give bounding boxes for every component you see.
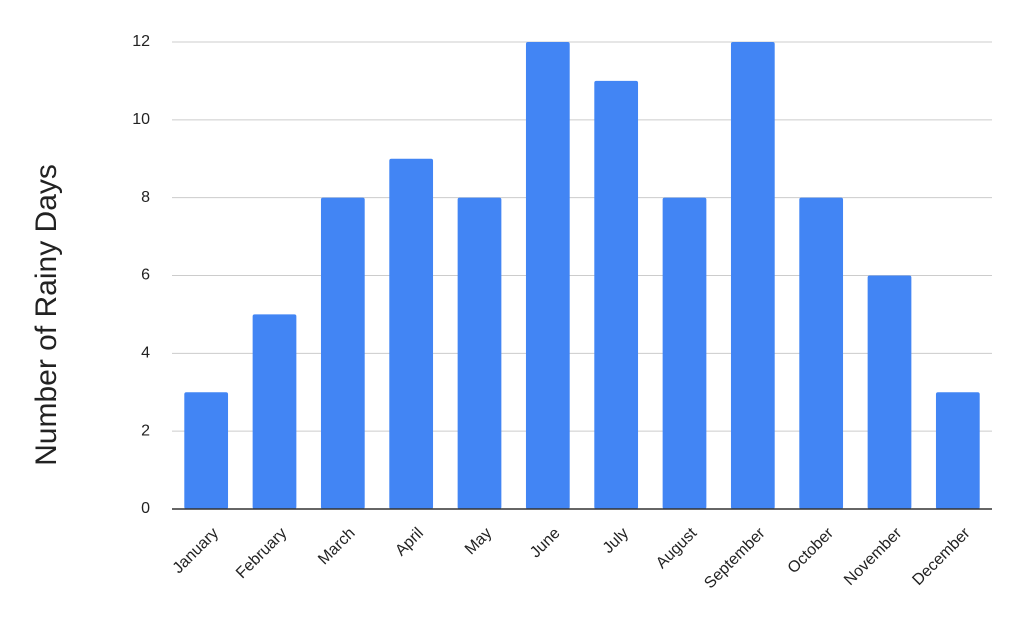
x-tick-label: January (170, 525, 222, 577)
x-tick-label: March (315, 525, 358, 568)
x-tick-label: June (527, 525, 564, 562)
bar (525, 42, 570, 509)
bar (252, 314, 297, 509)
bar (457, 197, 502, 509)
bar (935, 392, 980, 509)
bar (799, 197, 844, 509)
x-tick-label: July (600, 525, 632, 557)
y-axis-label: Number of Rainy Days (30, 164, 63, 466)
y-tick-label: 0 (141, 500, 150, 517)
x-tick-label: September (701, 524, 769, 592)
bar (867, 275, 912, 509)
y-tick-label: 4 (141, 345, 150, 362)
x-tick-label: February (233, 525, 290, 582)
bar (389, 158, 434, 509)
y-tick-label: 8 (141, 189, 150, 206)
y-tick-label: 6 (141, 267, 150, 284)
y-tick-label: 12 (132, 33, 150, 50)
bar (184, 392, 229, 509)
x-tick-label: April (392, 525, 427, 560)
x-tick-label: May (462, 525, 495, 558)
bar (730, 42, 775, 509)
x-tick-label: October (785, 524, 838, 577)
x-tick-label: August (653, 524, 701, 572)
y-tick-label: 2 (141, 422, 150, 439)
x-tick-label: November (841, 524, 906, 589)
x-tick-label: December (909, 524, 974, 589)
y-tick-label: 10 (132, 111, 150, 128)
bar (320, 197, 365, 509)
bar (662, 197, 707, 509)
bar (594, 80, 639, 510)
